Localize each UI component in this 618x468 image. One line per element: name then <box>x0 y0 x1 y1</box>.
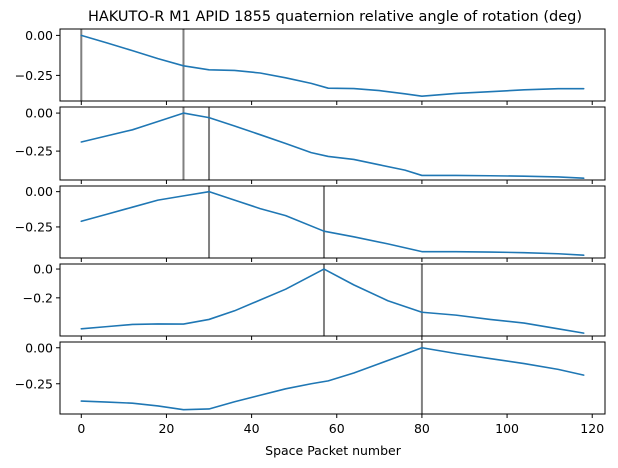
x-tick-label: 120 <box>580 421 604 436</box>
panel-4: 0.0 −0.2 <box>23 262 606 340</box>
x-tick-label: 60 <box>329 421 345 436</box>
x-axis-label: Space Packet number <box>265 443 402 458</box>
panel-5-series-line <box>80 346 585 411</box>
panel-1: 0.00 −0.25 <box>15 28 606 105</box>
panel-2-series-line <box>80 112 585 179</box>
panel-2-y-tick-label: 0.00 <box>25 106 53 121</box>
x-axis: 0 20 40 60 80 100 120 <box>77 421 604 436</box>
panel-4-series-line <box>80 268 585 334</box>
panel-3-y-tick-label: −0.25 <box>15 219 53 234</box>
panel-5: 0.00 −0.25 <box>15 340 606 418</box>
x-tick-label: 40 <box>244 421 260 436</box>
panel-1-y-tick-label: 0.00 <box>25 28 53 43</box>
panel-2-y-tick-label: −0.25 <box>15 144 53 159</box>
panel-5-y-tick-label: 0.00 <box>25 340 53 355</box>
x-tick-label: 20 <box>158 421 174 436</box>
x-tick-label: 0 <box>77 421 85 436</box>
x-tick-label: 100 <box>495 421 519 436</box>
panel-5-y-tick-label: −0.25 <box>15 376 53 391</box>
panel-2: 0.00 −0.25 <box>15 106 606 184</box>
x-tick-label: 80 <box>414 421 430 436</box>
panel-3-series-line <box>80 190 585 256</box>
panel-1-frame <box>59 28 606 102</box>
panel-1-y-tick-label: −0.25 <box>15 68 53 83</box>
panel-3: 0.00 −0.25 <box>15 184 606 262</box>
panel-5-frame <box>59 341 606 415</box>
panel-3-frame <box>59 185 606 259</box>
panel-1-series-line <box>80 34 585 97</box>
panel-2-frame <box>59 106 606 181</box>
panel-4-frame <box>59 263 606 337</box>
chart-panels: 0.00 −0.25 0.00 −0.25 0.00 −0.25 0.0 −0.2 0.00 −0… <box>15 28 606 418</box>
panel-4-y-tick-label: −0.2 <box>23 290 53 305</box>
chart-title: HAKUTO-R M1 APID 1855 quaternion relativ… <box>88 9 582 25</box>
panel-3-y-tick-label: 0.00 <box>25 184 53 199</box>
panel-4-y-tick-label: 0.0 <box>33 262 53 277</box>
